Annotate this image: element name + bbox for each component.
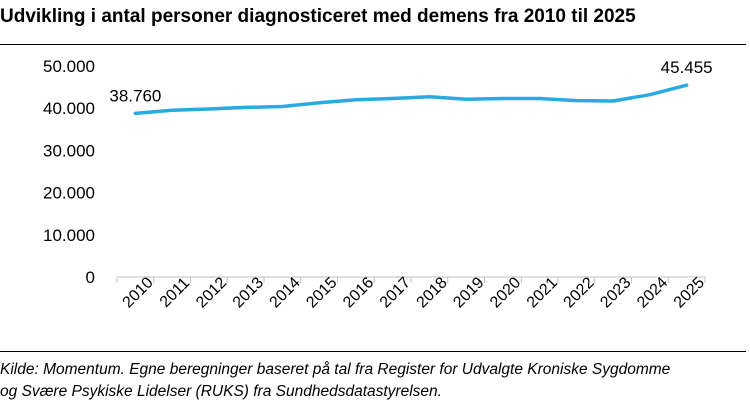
x-tick-label: 2013 [230,274,267,311]
data-label: 38.760 [109,86,161,105]
x-tick-label: 2018 [414,274,451,311]
y-tick-label: 20.000 [43,184,95,203]
bottom-divider [0,351,746,352]
source-note: Kilde: Momentum. Egne beregninger basere… [0,359,746,403]
x-tick-label: 2017 [377,274,414,311]
y-tick-label: 10.000 [43,226,95,245]
source-line-2: og Svære Psykiske Lidelser (RUKS) fra Su… [0,383,442,400]
x-tick-label: 2016 [340,274,377,311]
chart-title: Udvikling i antal personer diagnosticere… [0,6,636,27]
y-tick-label: 30.000 [43,141,95,160]
x-tick-label: 2021 [524,274,561,311]
y-tick-label: 50.000 [43,57,95,76]
series-line [133,83,689,116]
x-tick-label: 2020 [487,274,524,311]
x-tick-label: 2019 [450,274,487,311]
x-tick-label: 2022 [561,274,598,311]
x-tick-label: 2010 [120,274,157,311]
x-tick-label: 2024 [634,274,671,311]
y-tick-label: 40.000 [43,99,95,118]
source-line-1: Kilde: Momentum. Egne beregninger basere… [0,361,671,378]
x-tick-label: 2011 [157,275,193,311]
x-tick-label: 2012 [193,274,230,311]
x-tick-label: 2025 [671,274,708,311]
x-tick-label: 2023 [597,274,634,311]
x-tick-label: 2015 [303,274,340,311]
x-tick-label: 2014 [267,274,304,311]
data-label: 45.455 [661,58,713,77]
y-tick-label: 0 [86,268,95,287]
top-divider [0,44,746,45]
